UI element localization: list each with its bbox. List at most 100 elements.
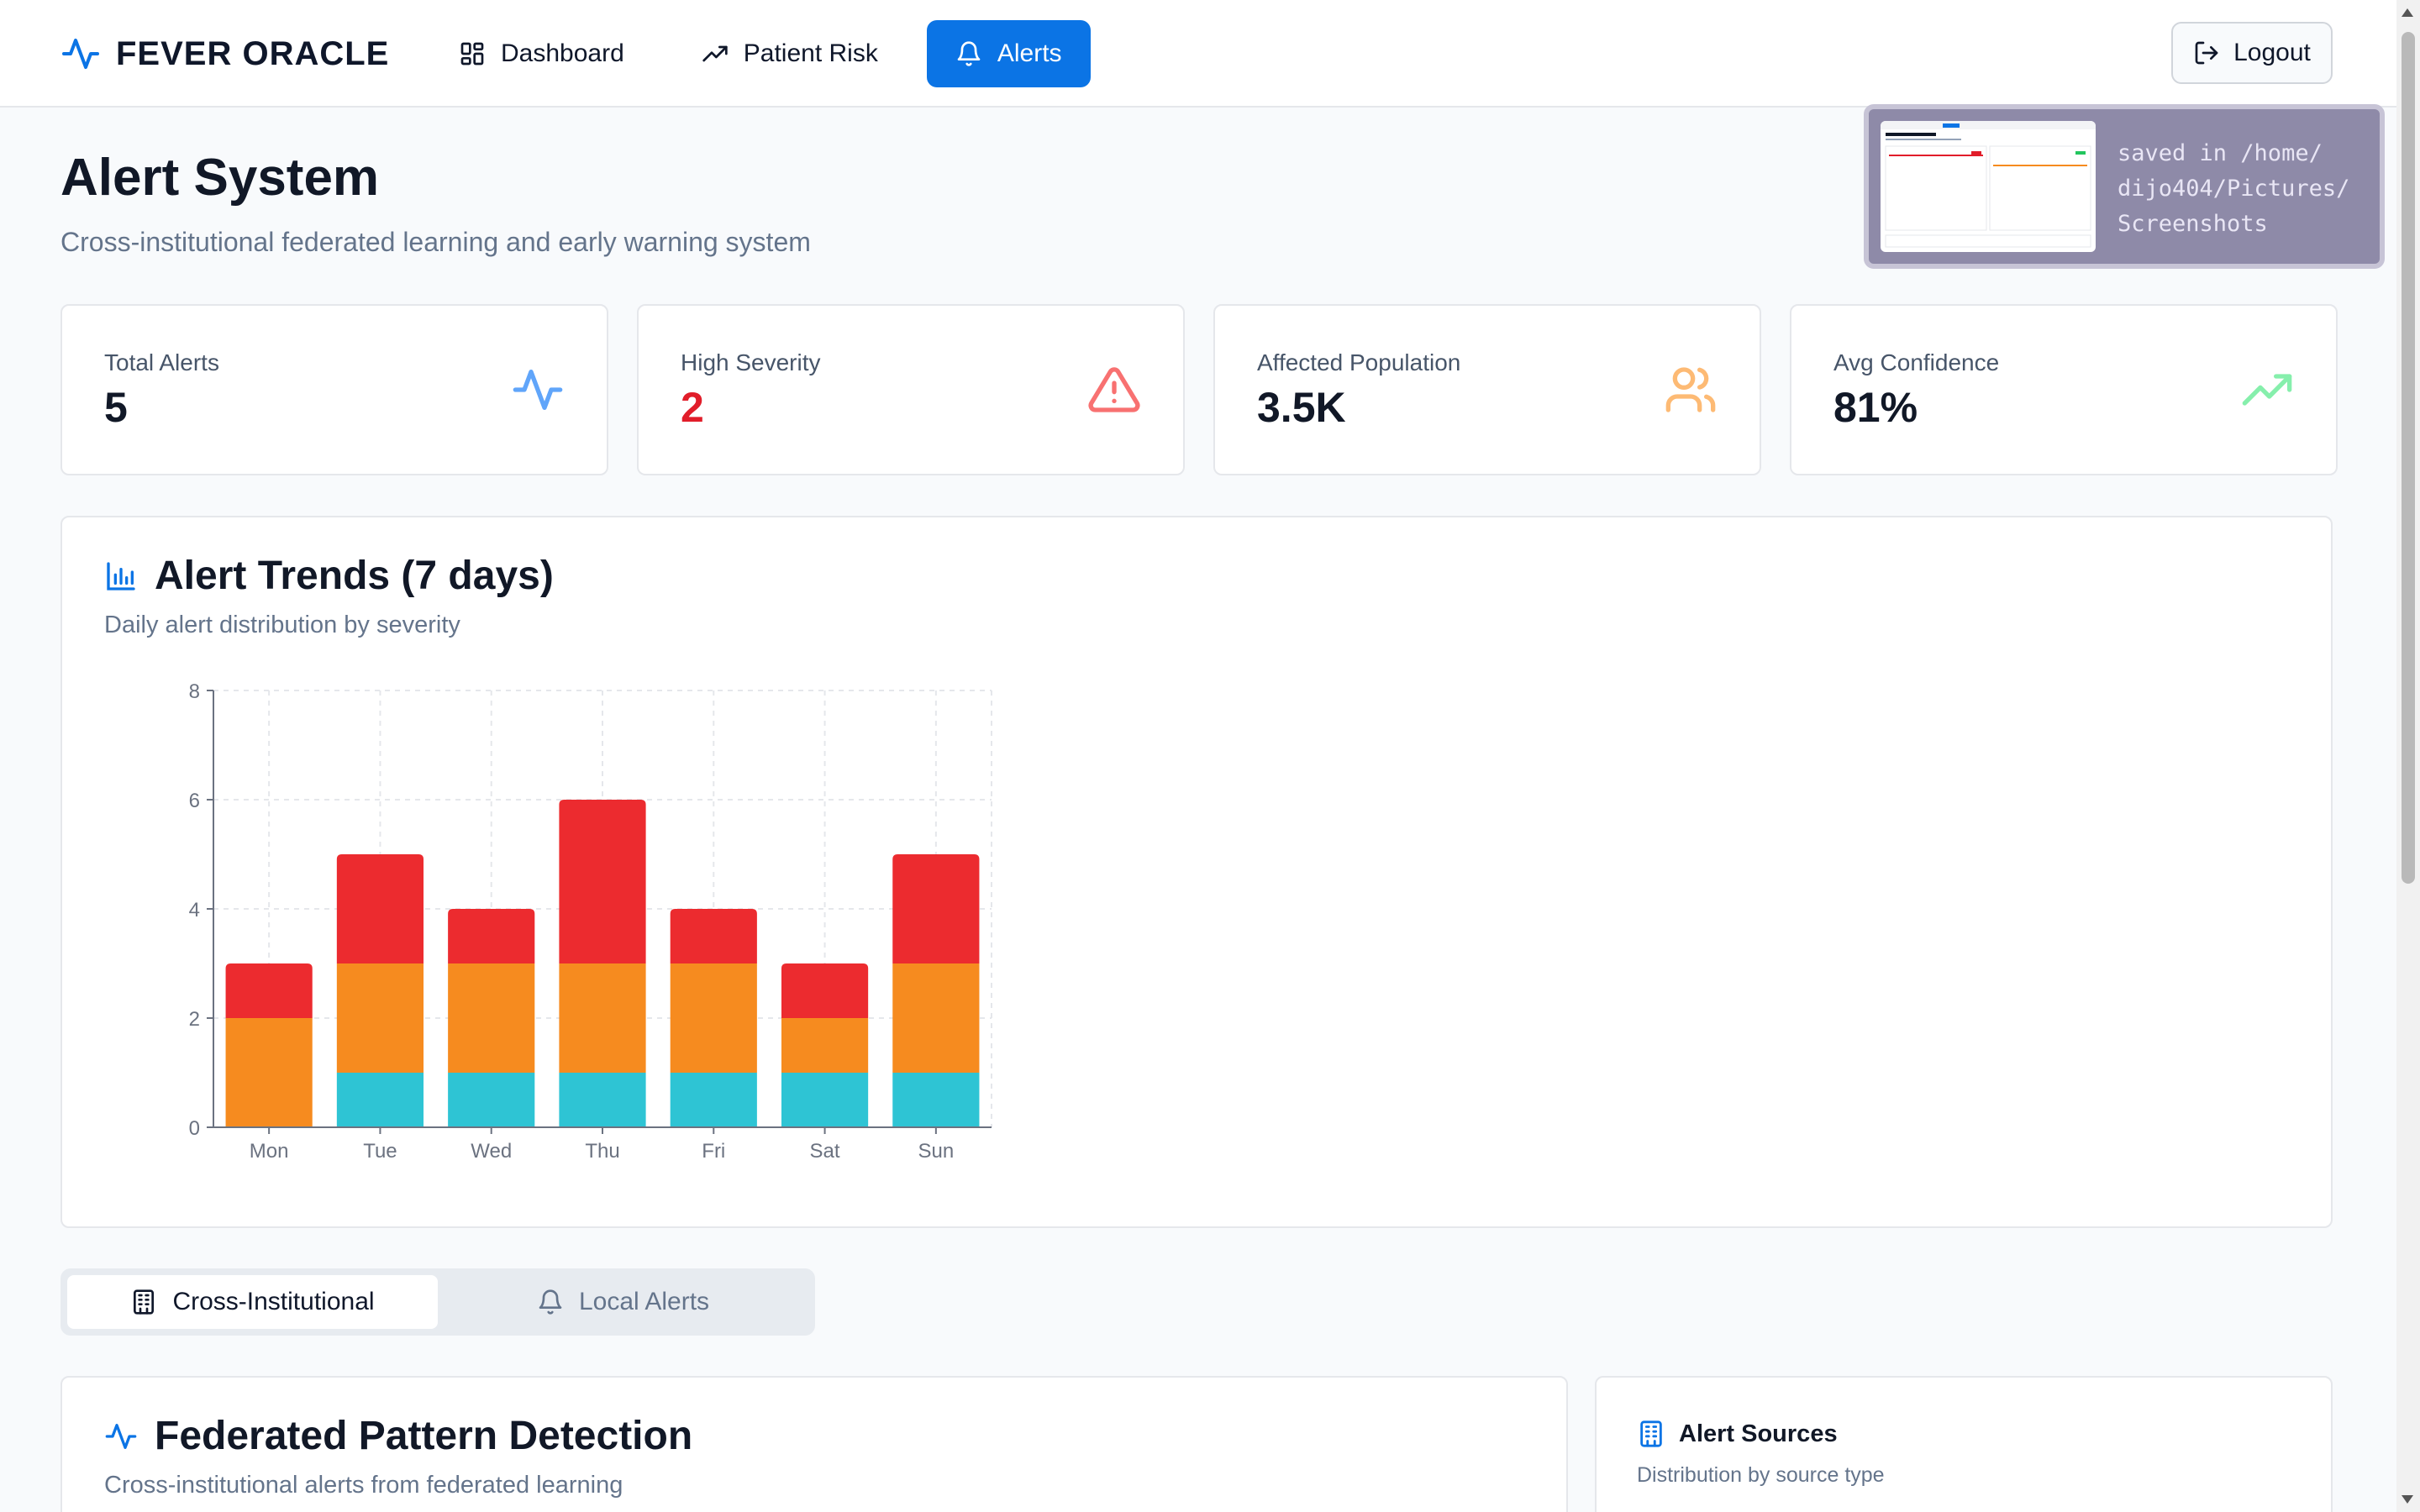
bell-icon [957, 41, 981, 66]
bar-segment [670, 963, 757, 1073]
federated-pattern-panel: Federated Pattern Detection Cross-instit… [60, 1376, 1568, 1512]
bar-segment [670, 909, 757, 963]
stat-card-total-alerts: Total Alerts 5 [60, 304, 608, 475]
bar-segment [336, 963, 424, 1073]
logout-icon [2195, 41, 2218, 65]
scroll-up-arrow-icon[interactable] [2402, 8, 2413, 17]
alert-sources-title: Alert Sources [1679, 1420, 1838, 1447]
bar-segment [336, 854, 424, 963]
y-tick-label: 6 [189, 790, 200, 812]
bar-segment [892, 854, 980, 963]
main-nav: Dashboard Patient Risk Alerts [430, 20, 1091, 87]
screenshot-saved-toast[interactable]: saved in /home/ dijo404/Pictures/ Screen… [1864, 104, 2385, 269]
stat-cards: Total Alerts 5 High Severity 2 Affected … [60, 304, 2338, 475]
nav-dashboard[interactable]: Dashboard [430, 20, 653, 87]
bar-segment [448, 963, 535, 1073]
logout-label: Logout [2233, 39, 2311, 66]
bar-segment [781, 1018, 869, 1073]
bell-icon [539, 1289, 562, 1315]
alert-triangle-icon [1088, 367, 1140, 412]
y-tick-label: 8 [189, 680, 200, 703]
tab-local-alerts[interactable]: Local Alerts [438, 1275, 808, 1329]
screenshot-saved-message: saved in /home/ dijo404/Pictures/ Screen… [2118, 136, 2370, 242]
x-tick-label: Fri [702, 1140, 725, 1163]
bar-chart-icon [107, 561, 135, 591]
x-tick-label: Mon [250, 1140, 289, 1163]
toast-line: saved in /home/ [2118, 140, 2323, 166]
nav-dashboard-label: Dashboard [501, 39, 624, 67]
bar-segment [225, 963, 313, 1018]
bar-segment [892, 1073, 980, 1127]
activity-icon [62, 39, 99, 69]
bar-segment [559, 800, 646, 963]
trend-up-icon [702, 45, 728, 62]
thumbnail-image [1881, 121, 2096, 248]
y-tick-label: 2 [189, 1008, 200, 1031]
stat-value: 81% [1833, 384, 1918, 431]
x-tick-label: Sun [918, 1140, 955, 1163]
bar-segment [559, 963, 646, 1073]
alert-sources-panel: Alert Sources Distribution by source typ… [1595, 1376, 2333, 1512]
bar-segment [670, 1073, 757, 1127]
page-scrollbar[interactable] [2396, 0, 2420, 1512]
activity-icon [513, 370, 563, 410]
y-tick-label: 0 [189, 1117, 200, 1140]
tab-cross-institutional[interactable]: Cross-Institutional [67, 1275, 438, 1329]
bar-segment [448, 909, 535, 963]
logout-button[interactable]: Logout [2171, 22, 2333, 84]
x-tick-label: Sat [810, 1140, 840, 1163]
nav-alerts-label: Alerts [997, 39, 1062, 67]
x-tick-label: Thu [585, 1140, 619, 1163]
nav-patient-risk[interactable]: Patient Risk [673, 20, 907, 87]
stat-label: High Severity [681, 349, 821, 375]
tab-local-alerts-label: Local Alerts [578, 1288, 710, 1315]
activity-icon [105, 1423, 137, 1449]
building-icon [134, 1289, 155, 1315]
stat-value: 2 [681, 384, 704, 431]
page-subtitle: Cross-institutional federated learning a… [60, 227, 811, 257]
screenshot-thumbnail[interactable] [1881, 121, 2096, 252]
bar-segment [781, 1073, 869, 1127]
alert-trends-subtitle: Daily alert distribution by severity [104, 612, 460, 638]
building-icon [1640, 1420, 1662, 1447]
trend-up-icon [2242, 374, 2292, 406]
alert-trends-panel: Alert Trends (7 days) Daily alert distri… [60, 516, 2333, 1228]
nav-alerts[interactable]: Alerts [926, 20, 1091, 87]
alert-trends-header: Alert Trends (7 days) [104, 553, 554, 599]
bar-segment [559, 1073, 646, 1127]
stat-card-affected-population: Affected Population 3.5K [1213, 304, 1761, 475]
stat-value: 5 [104, 384, 128, 431]
toast-line: Screenshots [2118, 211, 2268, 237]
top-navigation-bar: FEVER ORACLE Dashboard Patient Risk Aler… [0, 0, 2420, 108]
users-icon [1665, 367, 1716, 412]
stat-label: Total Alerts [104, 349, 219, 375]
grid-icon [460, 42, 484, 66]
brand-name: FEVER ORACLE [116, 34, 390, 72]
scroll-down-arrow-icon[interactable] [2402, 1495, 2413, 1504]
tab-cross-institutional-label: Cross-Institutional [172, 1288, 375, 1315]
federated-pattern-title: Federated Pattern Detection [155, 1414, 693, 1458]
alert-sources-subtitle: Distribution by source type [1637, 1463, 1885, 1487]
brand[interactable]: FEVER ORACLE [60, 30, 389, 77]
bar-segment [448, 1073, 535, 1127]
alerts-tabs: Cross-Institutional Local Alerts [60, 1268, 815, 1336]
stat-label: Avg Confidence [1833, 349, 2000, 375]
stat-card-high-severity: High Severity 2 [637, 304, 1185, 475]
nav-patient-risk-label: Patient Risk [743, 39, 878, 67]
bar-segment [892, 963, 980, 1073]
bar-segment [781, 963, 869, 1018]
bar-segment [225, 1018, 313, 1127]
bar-segment [336, 1073, 424, 1127]
x-tick-label: Wed [471, 1140, 512, 1163]
x-tick-label: Tue [363, 1140, 397, 1163]
toast-line: dijo404/Pictures/ [2118, 176, 2350, 202]
page-title: Alert System [60, 149, 380, 207]
scrollbar-thumb[interactable] [2402, 32, 2415, 884]
alert-sources-header: Alert Sources [1637, 1420, 1838, 1448]
y-tick-label: 4 [189, 899, 200, 921]
stat-label: Affected Population [1257, 349, 1461, 375]
federated-pattern-subtitle: Cross-institutional alerts from federate… [104, 1472, 623, 1499]
alert-trends-chart: 0 2 4 6 8 Mon Tue Wed Thu Fri Sat Sun [189, 680, 992, 1163]
federated-pattern-header: Federated Pattern Detection [104, 1413, 692, 1459]
alert-trends-title: Alert Trends (7 days) [155, 554, 554, 598]
